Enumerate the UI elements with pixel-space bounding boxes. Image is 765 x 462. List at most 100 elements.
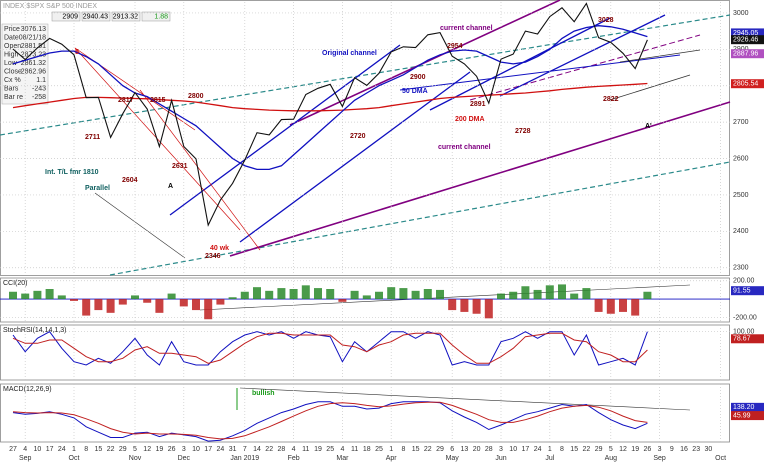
x-tick-label: 4 bbox=[340, 446, 344, 453]
x-tick-label: 4 bbox=[23, 446, 27, 453]
annotation: 5 bbox=[75, 49, 79, 56]
bar bbox=[253, 287, 261, 300]
x-month-label: Sep bbox=[653, 455, 666, 462]
x-tick-label: 6 bbox=[450, 446, 454, 453]
x-tick-label: 10 bbox=[509, 446, 517, 453]
info-label: Bar re bbox=[4, 94, 23, 101]
bar bbox=[448, 299, 457, 311]
annotation: A' bbox=[645, 123, 652, 130]
x-tick-label: 15 bbox=[95, 446, 103, 453]
trend-line bbox=[229, 101, 731, 257]
price-box-label: 2926.46 bbox=[733, 37, 758, 44]
x-tick-label: 23 bbox=[692, 446, 700, 453]
trend-line bbox=[199, 284, 691, 311]
bar bbox=[57, 295, 66, 300]
x-tick-label: 27 bbox=[9, 446, 17, 453]
x-tick-label: 5 bbox=[609, 446, 613, 453]
x-tick-label: 17 bbox=[46, 446, 54, 453]
bar bbox=[460, 299, 469, 312]
bar bbox=[228, 297, 237, 300]
x-month-label: Nov bbox=[129, 455, 142, 462]
bar bbox=[484, 299, 493, 319]
data-line bbox=[12, 82, 648, 112]
price-box-label: 138.20 bbox=[733, 404, 755, 411]
trend-line bbox=[619, 49, 701, 63]
x-tick-label: 22 bbox=[107, 446, 115, 453]
bar bbox=[472, 299, 481, 314]
x-tick-label: 15 bbox=[412, 446, 420, 453]
x-tick-label: 12 bbox=[143, 446, 151, 453]
bar bbox=[301, 285, 310, 300]
y-tick-label: 200.00 bbox=[733, 278, 755, 285]
x-month-label: Aug bbox=[605, 455, 618, 462]
x-month-label: Oct bbox=[715, 455, 726, 462]
price-box-label: 78.67 bbox=[733, 336, 751, 343]
x-month-label: Mar bbox=[336, 455, 349, 462]
bar bbox=[216, 299, 225, 305]
bar bbox=[643, 291, 652, 300]
x-tick-label: 22 bbox=[424, 446, 432, 453]
quote-value: 2940.43 bbox=[83, 13, 108, 20]
bar bbox=[619, 299, 627, 312]
annotation: current channel bbox=[440, 25, 493, 32]
annotation: 2728 bbox=[515, 128, 531, 135]
x-tick-label: 24 bbox=[534, 446, 542, 453]
info-label: High bbox=[4, 51, 19, 58]
info-value: 3076.13 bbox=[21, 26, 46, 33]
x-tick-label: 11 bbox=[302, 446, 309, 453]
x-tick-label: 30 bbox=[705, 446, 713, 453]
bar bbox=[338, 299, 347, 302]
x-tick-label: 10 bbox=[192, 446, 200, 453]
x-tick-label: 11 bbox=[351, 446, 358, 453]
bar bbox=[21, 293, 30, 300]
data-line bbox=[12, 332, 648, 364]
quote-box bbox=[141, 11, 171, 22]
bar bbox=[240, 291, 249, 300]
info-value: 2881.51 bbox=[21, 43, 46, 50]
bar bbox=[570, 293, 579, 300]
bar bbox=[155, 299, 164, 313]
info-label: Date bbox=[4, 34, 19, 41]
bar bbox=[94, 299, 103, 311]
bar bbox=[33, 290, 42, 300]
price-box bbox=[731, 402, 764, 412]
x-tick-label: 22 bbox=[265, 446, 273, 453]
info-value: 2862.96 bbox=[21, 68, 46, 75]
bar bbox=[436, 289, 444, 300]
info-label: Close bbox=[4, 68, 22, 75]
info-box bbox=[1, 23, 49, 105]
panel-title: CCI(20) bbox=[3, 280, 28, 287]
trend-line bbox=[169, 44, 401, 216]
x-month-label: Dec bbox=[178, 455, 191, 462]
x-tick-label: 1 bbox=[389, 446, 393, 453]
info-value: 1.1 bbox=[36, 77, 46, 84]
annotation: 2891 bbox=[470, 101, 486, 108]
quote-value: 2909 bbox=[62, 13, 78, 20]
x-tick-label: 1 bbox=[72, 446, 76, 453]
annotation: 3028 bbox=[598, 17, 614, 24]
macd-panel bbox=[0, 383, 730, 443]
trend-line bbox=[499, 14, 666, 97]
x-tick-label: 7 bbox=[243, 446, 247, 453]
bar bbox=[387, 287, 396, 300]
bar bbox=[204, 299, 213, 320]
annotation: 2954 bbox=[447, 43, 463, 50]
bar bbox=[606, 299, 615, 314]
panel-title: StochRSI(14,14,1,3) bbox=[3, 327, 66, 334]
x-tick-label: 19 bbox=[314, 446, 322, 453]
data-line bbox=[12, 25, 648, 171]
data-line bbox=[12, 331, 648, 366]
y-tick-label: 2700 bbox=[733, 119, 749, 126]
price-box-label: 91.55 bbox=[733, 288, 751, 295]
price-box bbox=[731, 28, 764, 38]
annotation: 2711 bbox=[85, 134, 100, 141]
x-tick-label: 22 bbox=[583, 446, 591, 453]
x-tick-label: 3 bbox=[499, 446, 503, 453]
price-box bbox=[731, 49, 764, 59]
bar bbox=[192, 299, 200, 311]
x-tick-label: 26 bbox=[644, 446, 652, 453]
x-tick-label: 12 bbox=[619, 446, 627, 453]
info-value: -243 bbox=[32, 85, 46, 92]
annotation: 2817 bbox=[118, 97, 134, 104]
